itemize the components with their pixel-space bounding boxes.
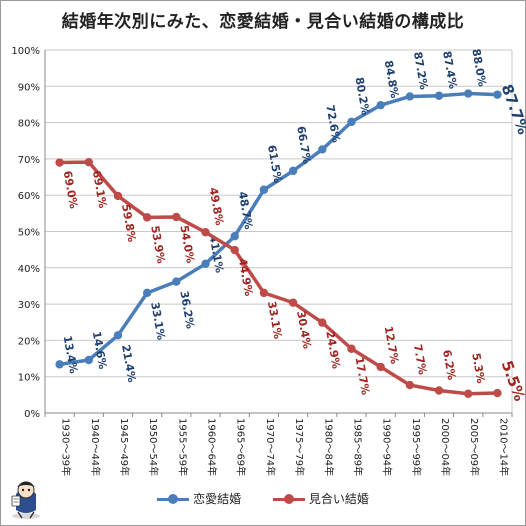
data-point-arranged [259, 288, 269, 298]
mascot-character-icon [11, 481, 40, 519]
data-label-love: 88.0% [469, 48, 488, 88]
data-point-arranged [288, 298, 298, 307]
data-point-arranged [376, 362, 385, 372]
data-point-love [259, 185, 269, 194]
data-point-love [288, 166, 298, 176]
data-label-arranged: 24.9% [323, 330, 342, 370]
data-point-love [405, 92, 415, 101]
legend-item-arranged: 見合い結婚 [272, 490, 369, 507]
series-line-arranged [59, 160, 498, 396]
data-point-love [201, 259, 210, 269]
data-label-arranged: 33.1% [265, 300, 284, 340]
data-point-love [142, 288, 152, 298]
data-label-arranged: 7.7% [411, 343, 429, 375]
y-tick-label: 60% [18, 191, 40, 202]
data-point-arranged [55, 158, 64, 167]
series-line-love [59, 91, 498, 367]
y-tick-label: 90% [18, 82, 40, 93]
data-label-love: 72.6% [323, 104, 342, 144]
y-tick-label: 20% [18, 336, 40, 347]
x-tick-label: 1945～49年 [118, 418, 131, 476]
y-tick-label: 50% [18, 228, 40, 239]
y-tick-label: 70% [18, 155, 40, 166]
data-point-arranged [434, 386, 444, 395]
legend-swatch-love [157, 493, 190, 505]
data-point-love [84, 355, 93, 365]
x-tick-label: 1980～84年 [322, 418, 335, 476]
x-tick-label: 1950～54年 [147, 418, 160, 476]
y-tick-label: 10% [18, 373, 40, 384]
legend-label-love: 恋愛結婚 [193, 492, 242, 506]
data-point-arranged [347, 344, 356, 353]
data-point-arranged [464, 389, 473, 398]
legend-item-love: 恋愛結婚 [157, 490, 241, 507]
x-tick-label: 1985～89年 [351, 418, 364, 476]
data-point-arranged [318, 318, 327, 327]
x-tick-label: 1995～99年 [410, 418, 423, 476]
y-tick-label: 100% [11, 46, 40, 57]
data-point-arranged [405, 380, 415, 390]
data-point-love [376, 100, 385, 110]
data-point-love [464, 89, 473, 98]
y-tick-label: 80% [18, 119, 40, 130]
data-label-love: 14.6% [90, 330, 109, 370]
x-tick-label: 1940～44年 [89, 418, 102, 476]
data-label-arranged: 5.5% [498, 358, 526, 403]
x-tick-label: 2005～09年 [468, 418, 481, 476]
data-label-arranged: 6.2% [440, 349, 458, 381]
data-point-arranged [201, 228, 210, 237]
x-tick-label: 1955～59年 [176, 418, 189, 476]
data-label-love: 84.8% [382, 59, 401, 99]
data-label-arranged: 69.1% [90, 169, 109, 209]
x-tick-label: 1990～94年 [381, 418, 394, 476]
x-tick-label: 1960～64年 [206, 418, 219, 476]
data-point-arranged [84, 157, 93, 167]
data-label-love: 21.4% [119, 344, 138, 384]
data-label-love: 36.2% [177, 290, 196, 330]
legend-swatch-arranged [272, 493, 305, 505]
data-label-love: 48.7% [236, 190, 255, 230]
x-tick-label: 1970～74年 [264, 418, 277, 476]
legend: 恋愛結婚 見合い結婚 [0, 490, 526, 508]
y-tick-label: 40% [18, 264, 40, 275]
data-label-love: 33.1% [148, 301, 167, 341]
legend-label-arranged: 見合い結婚 [308, 492, 369, 506]
data-point-love [318, 145, 327, 154]
data-point-love [230, 232, 239, 241]
data-point-arranged [113, 191, 123, 201]
data-point-arranged [172, 212, 181, 222]
data-label-arranged: 49.8% [207, 186, 226, 226]
data-label-arranged: 17.7% [353, 356, 372, 396]
data-point-love [493, 90, 502, 99]
data-label-love: 61.5% [265, 144, 284, 184]
data-point-love [55, 360, 64, 369]
x-tick-label: 1930～39年 [60, 418, 73, 476]
data-point-arranged [142, 213, 152, 222]
y-tick-label: 30% [18, 300, 40, 311]
data-label-love: 87.4% [440, 50, 459, 90]
data-point-love [347, 117, 356, 127]
data-label-love: 80.2% [353, 76, 372, 116]
data-label-arranged: 53.9% [148, 225, 167, 265]
data-point-arranged [493, 388, 502, 398]
x-tick-label: 2010～14年 [497, 418, 510, 476]
data-label-love: 87.2% [411, 51, 430, 91]
data-point-love [113, 331, 123, 340]
data-label-arranged: 12.7% [382, 325, 401, 365]
chart-title: 結婚年次別にみた、恋愛結婚・見合い結婚の構成比 [61, 12, 465, 32]
x-tick-label: 2000～04年 [439, 418, 452, 476]
data-label-arranged: 69.0% [61, 170, 80, 210]
x-tick-label: 1965～69年 [235, 418, 248, 476]
data-point-arranged [230, 245, 239, 255]
data-label-arranged: 44.9% [236, 257, 255, 297]
data-label-arranged: 54.0% [177, 224, 196, 264]
y-tick-label: 0% [24, 409, 40, 420]
data-point-love [172, 277, 181, 286]
x-tick-label: 1975～79年 [293, 418, 306, 476]
data-label-arranged: 5.3% [469, 352, 487, 384]
data-point-love [434, 91, 444, 100]
